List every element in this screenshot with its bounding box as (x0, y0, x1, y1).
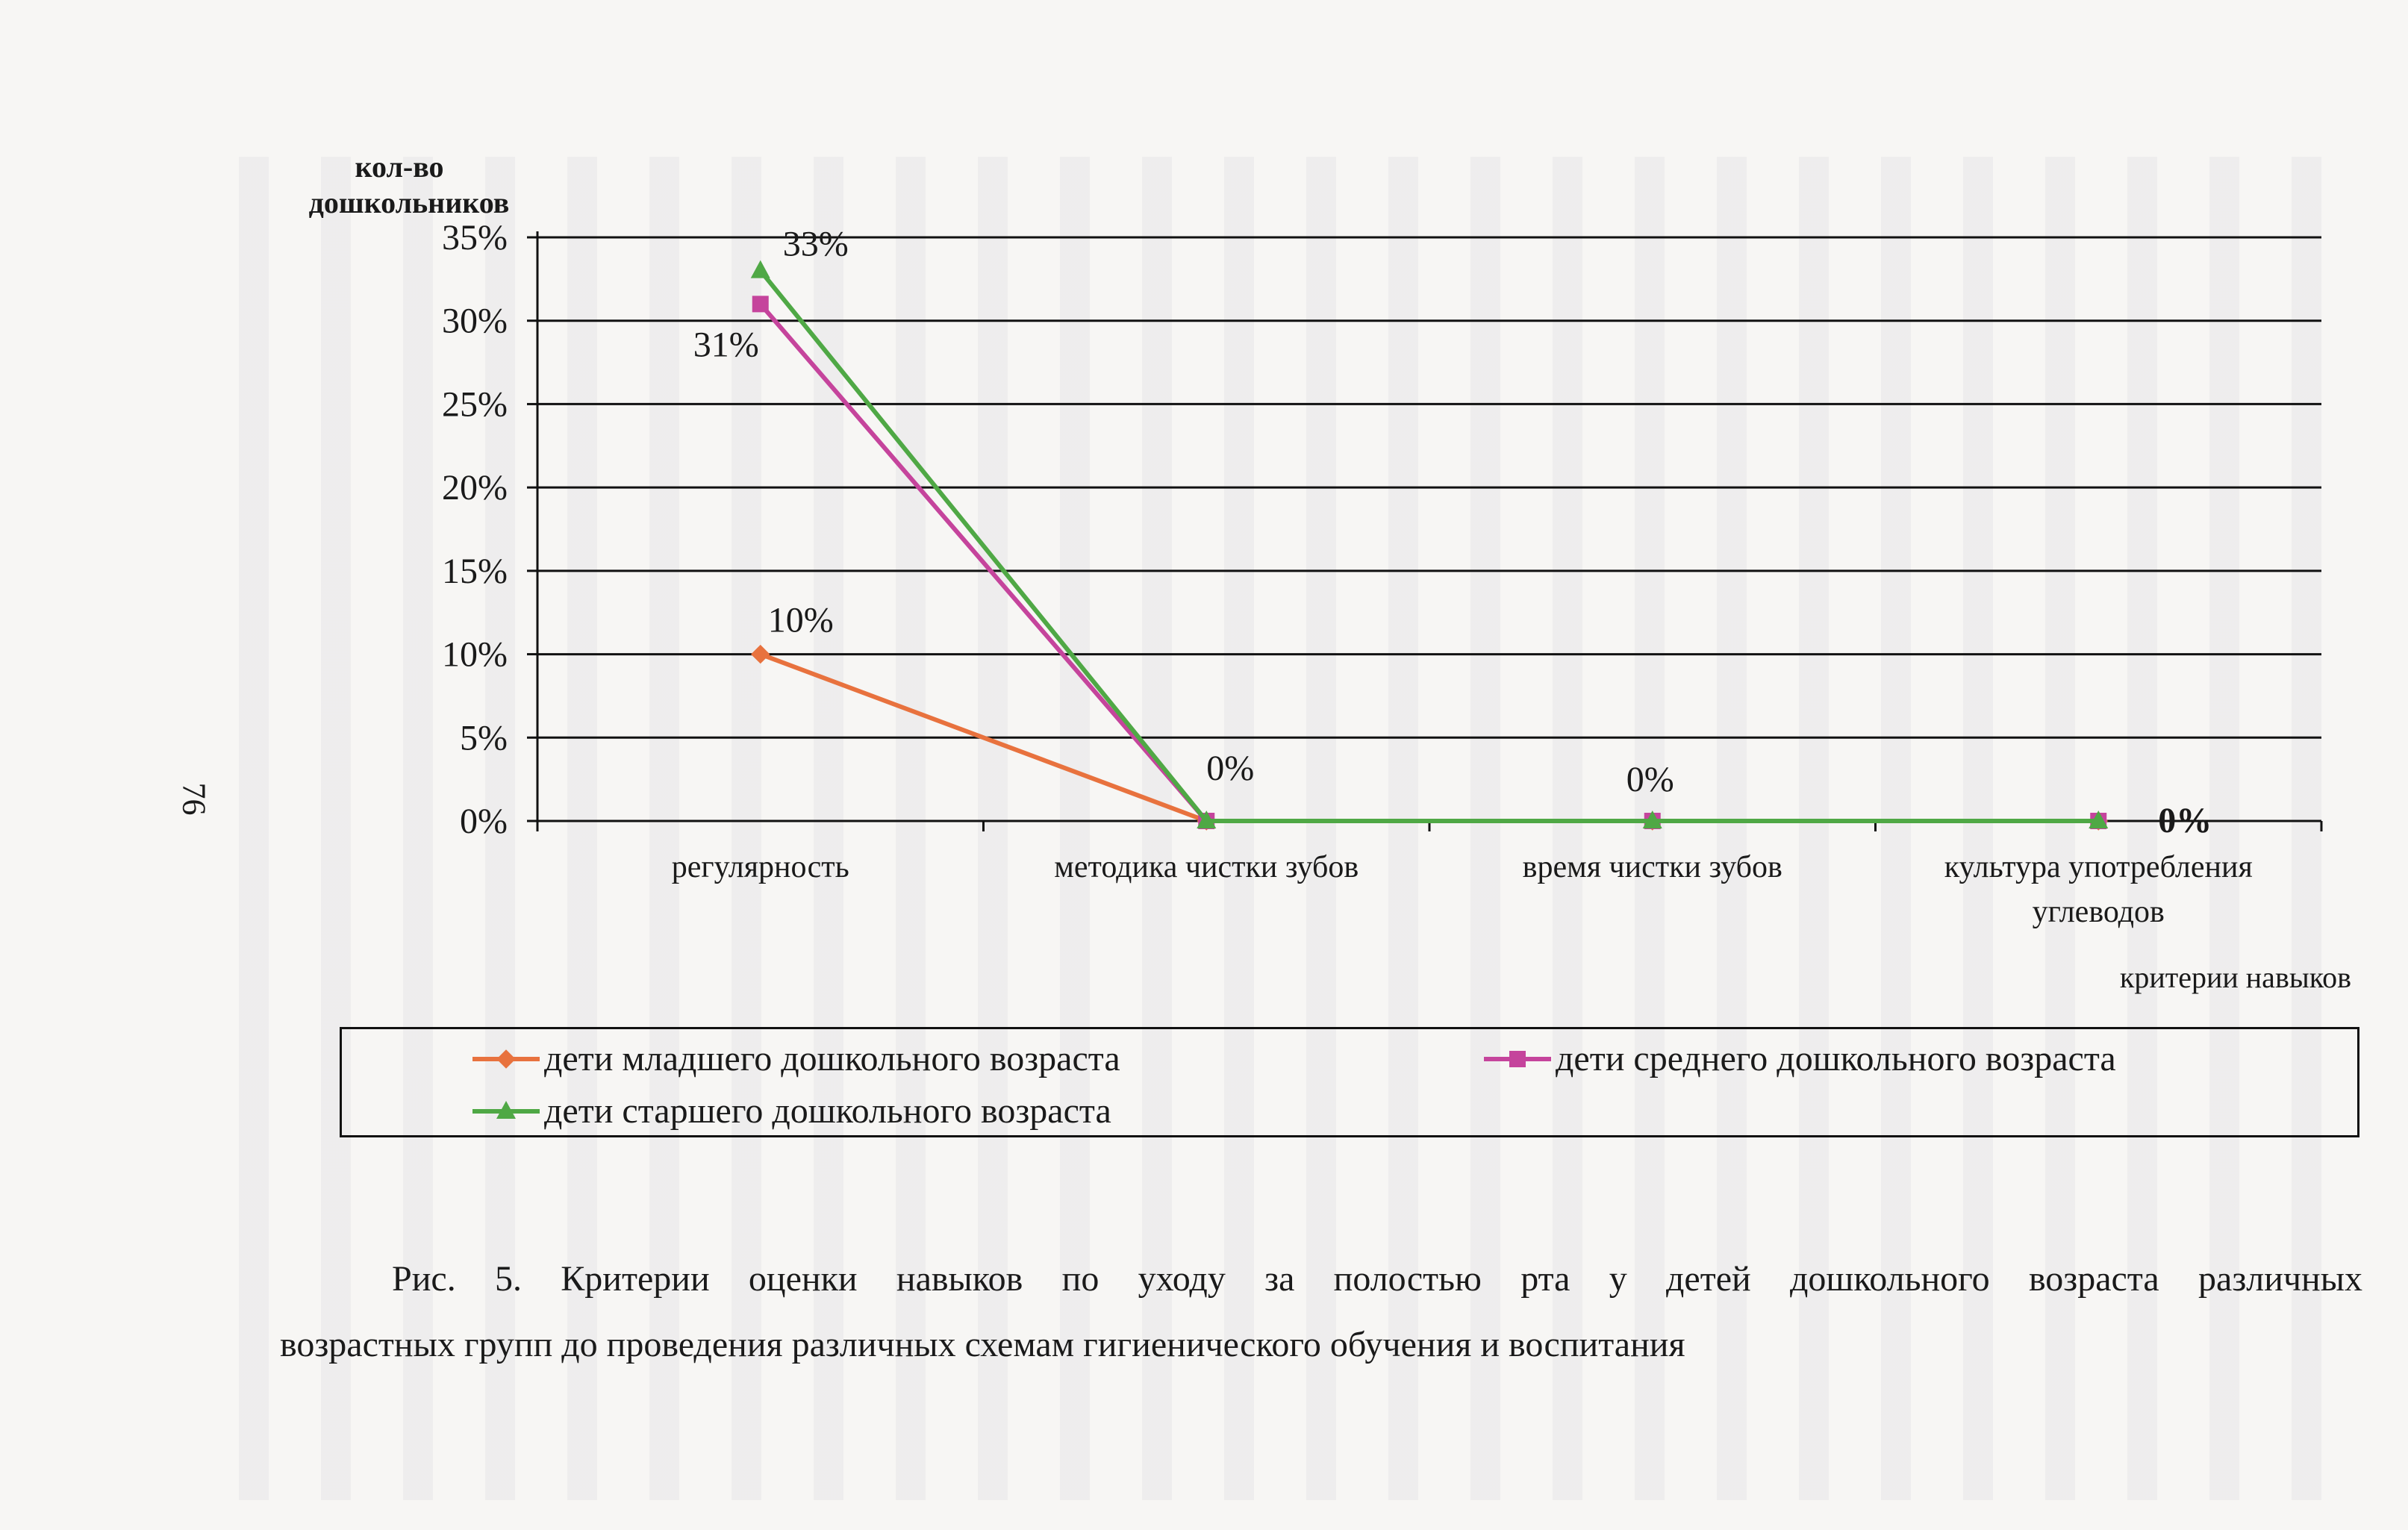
data-label: 31% (693, 325, 759, 364)
series-lines (750, 260, 2109, 831)
data-label: 0% (2158, 801, 2212, 840)
data-label: 0% (1206, 749, 1254, 788)
series-line (758, 269, 2099, 823)
legend: дети младшего дошкольного возраста дети … (340, 1027, 2359, 1137)
data-label: 10% (768, 601, 834, 640)
x-tick-label: время чистки зубов (1523, 850, 1782, 884)
y-axis-label-line1: кол-во (355, 150, 443, 184)
y-tick-label: 30% (442, 302, 508, 341)
data-point (750, 260, 770, 278)
legend-marker-older (472, 1100, 540, 1119)
x-tick-label: углеводов (2033, 895, 2165, 929)
x-tick-label: методика чистки зубов (1054, 850, 1359, 884)
y-tick-label: 10% (442, 635, 508, 675)
y-axis-label-line2: дошкольников (309, 186, 510, 219)
series-line (758, 302, 2099, 823)
data-label: 0% (1626, 760, 1674, 799)
caption-line-2: возрастных групп до проведения различных… (280, 1325, 1685, 1364)
caption-line-1: Рис. 5. Критерии оценки навыков по уходу… (392, 1259, 2362, 1299)
legend-item-younger: дети младшего дошкольного возраста (472, 1038, 1120, 1079)
x-tick-label: регулярность (672, 850, 849, 884)
line-chart: 0% 5% 10% 15% 20% 25% 30% 35% регулярность метод… (309, 150, 2351, 994)
data-labels: 33% 31% 10% 0% 0% 0% (693, 225, 2212, 840)
x-tick-labels: регулярность методика чистки зубов время ч… (672, 850, 2253, 929)
y-tick-label: 0% (460, 802, 508, 841)
data-point (2089, 811, 2109, 828)
x-tick-label: культура употребления (1944, 850, 2253, 884)
grid-lines (537, 236, 2321, 739)
legend-item-middle: дети среднего дошкольного возраста (1484, 1038, 2116, 1079)
data-point (752, 296, 769, 313)
legend-label-younger: дети младшего дошкольного возраста (544, 1039, 1120, 1078)
legend-marker-younger (472, 1049, 540, 1069)
legend-marker-middle (1484, 1050, 1551, 1067)
figure-caption: Рис. 5. Критерии оценки навыков по уходу… (280, 1246, 2362, 1378)
data-label: 33% (783, 225, 849, 264)
y-tick-label: 20% (442, 468, 508, 508)
y-tick-label: 35% (442, 218, 508, 257)
data-point (751, 644, 770, 664)
y-tick-label: 5% (460, 718, 508, 758)
y-tick-labels: 0% 5% 10% 15% 20% 25% 30% 35% (442, 218, 508, 841)
y-tick-label: 15% (442, 552, 508, 591)
legend-label-older: дети старшего дошкольного возраста (544, 1091, 1111, 1131)
legend-item-older: дети старшего дошкольного возраста (472, 1090, 1111, 1131)
legend-label-middle: дети среднего дошкольного возраста (1556, 1039, 2116, 1078)
y-tick-label: 25% (442, 384, 508, 424)
x-axis-label: критерии навыков (2120, 961, 2351, 994)
data-point (1642, 811, 1662, 828)
data-point (1197, 811, 1217, 828)
